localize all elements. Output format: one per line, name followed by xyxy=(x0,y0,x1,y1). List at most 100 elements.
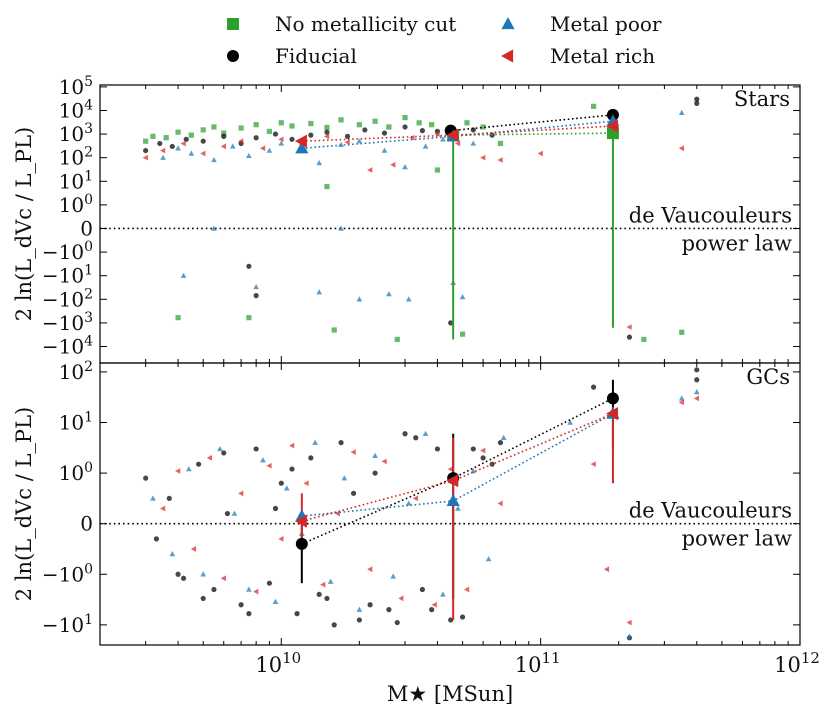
point-metal-rich xyxy=(398,595,404,602)
reference-label-above: de Vaucouleurs xyxy=(629,499,792,523)
y-tick-label: −100 xyxy=(42,239,93,264)
point-no-metallicity-cut xyxy=(331,327,337,333)
point-fiducial xyxy=(221,133,227,139)
point-metal-poor xyxy=(693,389,700,395)
y-axis-label: 2 ln(L_dVc / L_PL) xyxy=(12,407,36,601)
point-no-metallicity-cut xyxy=(188,132,194,138)
point-metal-rich xyxy=(350,449,356,455)
y-tick-label: 103 xyxy=(59,121,93,146)
point-metal-rich xyxy=(367,167,373,173)
point-metal-poor xyxy=(372,452,378,458)
y-tick-label: 100 xyxy=(59,460,93,485)
x-tick-label: 1010 xyxy=(255,649,301,677)
legend-label-metal-poor: Metal poor xyxy=(550,12,662,36)
point-fiducial xyxy=(694,367,700,373)
x-axis: 1010 1011 1012 M★ [MSun] xyxy=(255,649,820,706)
point-fiducial xyxy=(157,140,163,147)
point-metal-poor xyxy=(500,434,507,440)
y-tick-label: 0 xyxy=(80,216,93,240)
point-no-metallicity-cut xyxy=(641,336,647,342)
point-metal-rich xyxy=(590,461,596,468)
binned-line-fiducial xyxy=(450,114,614,132)
binned-marker-metal-poor xyxy=(446,494,460,507)
point-metal-rich xyxy=(238,490,244,497)
y-tick-label: −100 xyxy=(42,561,93,586)
point-fiducial xyxy=(143,147,149,154)
point-fiducial xyxy=(272,131,279,137)
point-metal-rich xyxy=(180,140,186,147)
panel-frame-gcs xyxy=(99,362,801,646)
point-metal-poor xyxy=(356,606,363,612)
point-metal-rich xyxy=(626,619,632,626)
binned-marker-metal-poor xyxy=(295,141,309,154)
point-metal-poor xyxy=(229,143,236,149)
point-no-metallicity-cut xyxy=(246,315,252,321)
point-no-metallicity-cut xyxy=(480,124,486,130)
point-fiducial xyxy=(180,575,187,581)
x-tick-label: 1012 xyxy=(774,649,820,677)
point-fiducial xyxy=(459,614,466,620)
point-metal-poor xyxy=(278,140,285,146)
point-metal-poor xyxy=(338,141,344,148)
point-metal-rich xyxy=(412,495,418,502)
point-fiducial xyxy=(308,132,314,138)
point-metal-poor xyxy=(175,145,181,151)
panel-gcs: 102 101 100 0 −100 −101 GCs de Vaucouleurs power… xyxy=(12,359,801,646)
point-fiducial xyxy=(470,446,476,452)
point-no-metallicity-cut xyxy=(308,120,314,127)
point-fiducial xyxy=(448,320,454,326)
point-metal-poor xyxy=(231,510,238,516)
binned-marker-metal-rich xyxy=(446,474,459,488)
binned-marker-fiducial xyxy=(295,537,308,550)
point-fiducial xyxy=(372,470,378,476)
point-metal-rich xyxy=(497,157,503,163)
point-fiducial xyxy=(694,100,700,106)
binned-marker-metal-rich xyxy=(606,406,619,421)
point-fiducial xyxy=(480,455,486,461)
point-metal-poor xyxy=(356,296,363,302)
point-metal-poor xyxy=(272,598,279,605)
point-fiducial xyxy=(253,135,259,141)
panel-title-stars: Stars xyxy=(734,87,790,111)
point-metal-rich xyxy=(537,150,543,157)
point-no-metallicity-cut xyxy=(590,103,597,109)
point-fiducial xyxy=(211,586,217,593)
y-tick-label: −101 xyxy=(42,263,93,288)
point-metal-rich xyxy=(200,150,206,157)
point-fiducial xyxy=(434,446,441,452)
point-metal-poor xyxy=(327,578,334,584)
point-metal-rich xyxy=(220,143,226,150)
point-metal-poor xyxy=(150,495,156,501)
point-no-metallicity-cut xyxy=(163,135,169,141)
point-metal-poor xyxy=(485,556,492,562)
point-metal-rich xyxy=(409,134,415,141)
point-metal-rich xyxy=(175,468,181,474)
point-fiducial xyxy=(175,571,181,577)
point-fiducial xyxy=(626,334,633,340)
point-metal-poor xyxy=(341,475,348,481)
point-metal-rich xyxy=(678,399,684,406)
point-no-metallicity-cut xyxy=(278,120,284,126)
point-metal-rich xyxy=(289,442,295,449)
point-metal-poor xyxy=(459,294,466,300)
point-no-metallicity-cut xyxy=(386,124,392,130)
legend-entry-fiducial: Fiducial xyxy=(227,44,357,68)
point-no-metallicity-cut xyxy=(459,331,466,337)
point-metal-poor xyxy=(169,551,176,557)
point-metal-poor xyxy=(253,283,260,290)
y-tick-label: 101 xyxy=(59,410,93,435)
point-no-metallicity-cut xyxy=(150,133,156,139)
binned-marker-metal-rich xyxy=(294,514,307,528)
point-fiducial xyxy=(386,607,392,613)
point-metal-poor xyxy=(283,485,290,491)
point-metal-poor xyxy=(316,159,323,166)
point-fiducial xyxy=(324,595,330,602)
point-no-metallicity-cut xyxy=(429,122,435,128)
point-metal-rich xyxy=(678,145,684,152)
point-metal-rich xyxy=(626,324,632,330)
point-fiducial xyxy=(331,622,337,628)
point-fiducial xyxy=(143,475,149,481)
point-metal-poor xyxy=(316,289,323,295)
point-metal-poor xyxy=(188,150,195,156)
